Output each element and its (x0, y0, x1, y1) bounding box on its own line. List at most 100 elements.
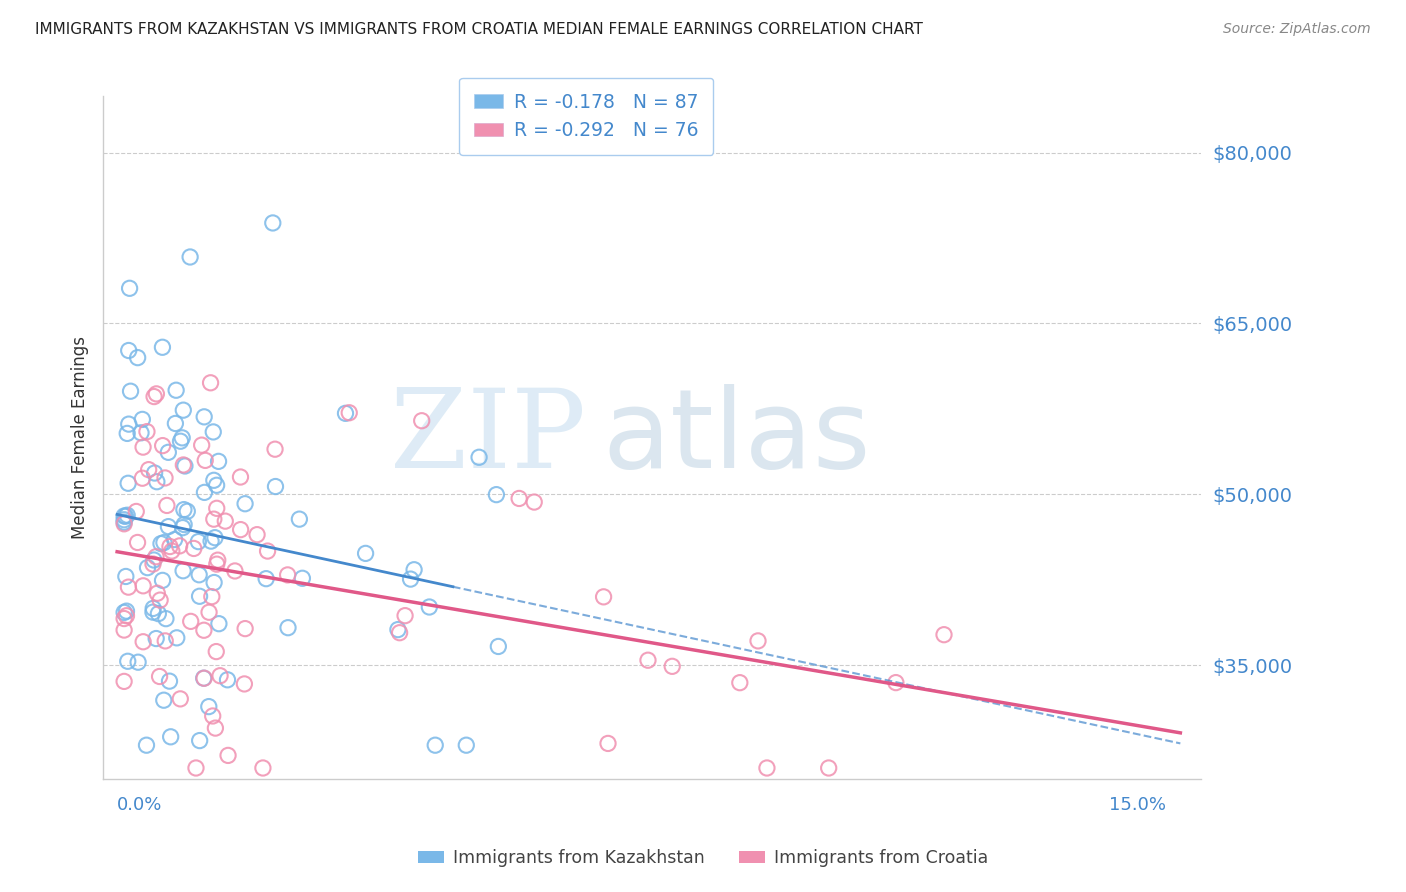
Point (125, 504, 148, 518)
Point (486, 640, 509, 654)
Text: IMMIGRANTS FROM KAZAKHSTAN VS IMMIGRANTS FROM CROATIA MEDIAN FEMALE EARNINGS COR: IMMIGRANTS FROM KAZAKHSTAN VS IMMIGRANTS… (35, 22, 922, 37)
Legend: Immigrants from Kazakhstan, Immigrants from Croatia: Immigrants from Kazakhstan, Immigrants f… (411, 843, 995, 874)
Point (198, 605, 221, 619)
Point (127, 655, 149, 669)
Point (224, 564, 246, 578)
Point (229, 523, 252, 537)
Point (201, 709, 224, 723)
Point (129, 425, 152, 440)
Point (145, 549, 167, 564)
Point (596, 736, 619, 750)
Point (208, 616, 231, 631)
Point (932, 628, 955, 642)
Point (728, 675, 751, 690)
Point (335, 406, 357, 420)
Point (148, 607, 170, 621)
Point (291, 571, 314, 585)
Point (388, 625, 411, 640)
Point (173, 517, 195, 532)
Point (118, 343, 141, 358)
Point (200, 534, 222, 549)
Point (592, 590, 614, 604)
Point (233, 622, 256, 636)
Point (112, 516, 135, 531)
Point (252, 761, 274, 775)
Point (165, 383, 187, 397)
Point (112, 515, 135, 529)
Point (157, 519, 180, 533)
Point (153, 471, 176, 485)
Point (200, 376, 222, 390)
Point (136, 560, 159, 574)
Point (136, 425, 159, 439)
Point (262, 216, 284, 230)
Point (747, 633, 769, 648)
Point (233, 677, 256, 691)
Point (153, 535, 176, 549)
Point (152, 439, 174, 453)
Point (148, 669, 170, 683)
Point (202, 575, 225, 590)
Point (149, 593, 172, 607)
Point (159, 540, 181, 554)
Point (201, 590, 224, 604)
Point (172, 458, 194, 472)
Text: Source: ZipAtlas.com: Source: ZipAtlas.com (1223, 22, 1371, 37)
Point (217, 673, 239, 687)
Point (183, 541, 205, 556)
Point (152, 340, 174, 354)
Point (179, 250, 201, 264)
Point (214, 514, 236, 528)
Point (176, 504, 198, 518)
Point (217, 748, 239, 763)
Point (166, 631, 188, 645)
Point (143, 466, 166, 480)
Point (187, 534, 209, 549)
Point (165, 417, 187, 431)
Point (193, 671, 215, 685)
Point (184, 761, 207, 775)
Point (152, 574, 174, 588)
Point (117, 580, 139, 594)
Point (114, 509, 136, 524)
Point (264, 479, 287, 493)
Legend: R = -0.178   N = 87, R = -0.292   N = 76: R = -0.178 N = 87, R = -0.292 N = 76 (460, 78, 713, 155)
Point (142, 605, 165, 619)
Point (204, 721, 226, 735)
Point (127, 535, 149, 549)
Point (163, 533, 186, 547)
Point (146, 586, 169, 600)
Point (485, 488, 508, 502)
Point (112, 508, 135, 523)
Point (204, 531, 226, 545)
Point (394, 608, 416, 623)
Point (194, 453, 217, 467)
Point (387, 623, 409, 637)
Point (114, 569, 136, 583)
Point (264, 442, 287, 457)
Point (142, 601, 165, 615)
Point (169, 539, 191, 553)
Point (399, 572, 422, 586)
Point (277, 621, 299, 635)
Text: atlas: atlas (603, 384, 872, 491)
Point (193, 624, 215, 638)
Point (155, 612, 177, 626)
Point (160, 544, 183, 558)
Point (884, 675, 907, 690)
Point (418, 600, 440, 615)
Point (149, 536, 172, 550)
Point (135, 738, 157, 752)
Point (637, 653, 659, 667)
Point (115, 426, 138, 441)
Point (205, 644, 228, 658)
Point (755, 761, 778, 775)
Y-axis label: Median Female Earnings: Median Female Earnings (72, 336, 89, 539)
Point (172, 403, 194, 417)
Point (115, 608, 138, 623)
Point (188, 567, 211, 582)
Point (202, 512, 225, 526)
Point (142, 553, 165, 567)
Point (456, 738, 478, 752)
Point (193, 671, 215, 685)
